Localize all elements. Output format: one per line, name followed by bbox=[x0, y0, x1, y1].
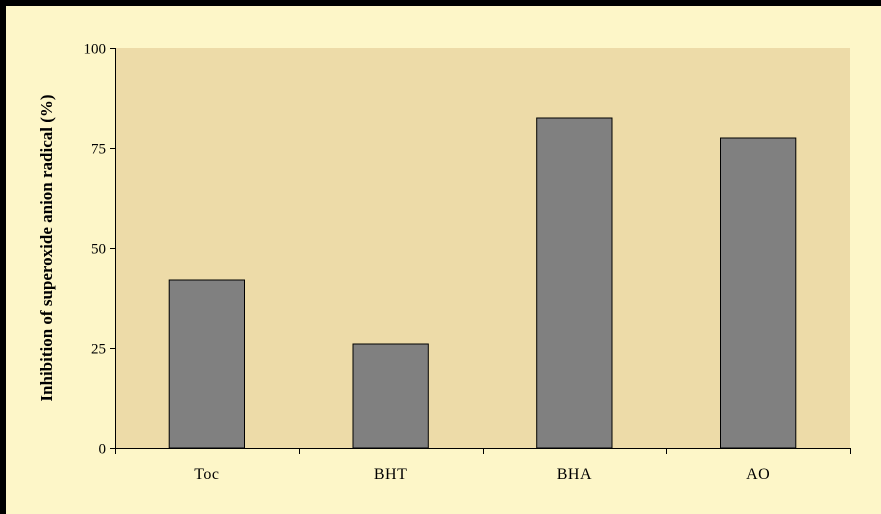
bars bbox=[168, 117, 797, 449]
bar-ao bbox=[720, 137, 797, 449]
x-tick-label: BHT bbox=[374, 466, 408, 483]
bar-bht bbox=[352, 343, 429, 449]
y-tick-label: 100 bbox=[84, 42, 107, 58]
y-axis: 0 25 50 75 100 bbox=[84, 42, 116, 458]
x-tick-label: Toc bbox=[194, 466, 219, 483]
y-tick-label: 50 bbox=[91, 242, 106, 258]
x-tick-label: AO bbox=[746, 466, 770, 483]
y-tick-label: 0 bbox=[99, 442, 107, 458]
y-tick-label: 25 bbox=[91, 342, 106, 358]
x-axis: Toc BHT BHA AO bbox=[115, 448, 851, 483]
y-axis-label: Inhibition of superoxide anion radical (… bbox=[37, 94, 56, 401]
y-tick-label: 75 bbox=[91, 142, 106, 158]
x-tick-label: BHA bbox=[557, 466, 592, 483]
bar-toc bbox=[168, 279, 245, 449]
bar-bha bbox=[536, 117, 613, 449]
